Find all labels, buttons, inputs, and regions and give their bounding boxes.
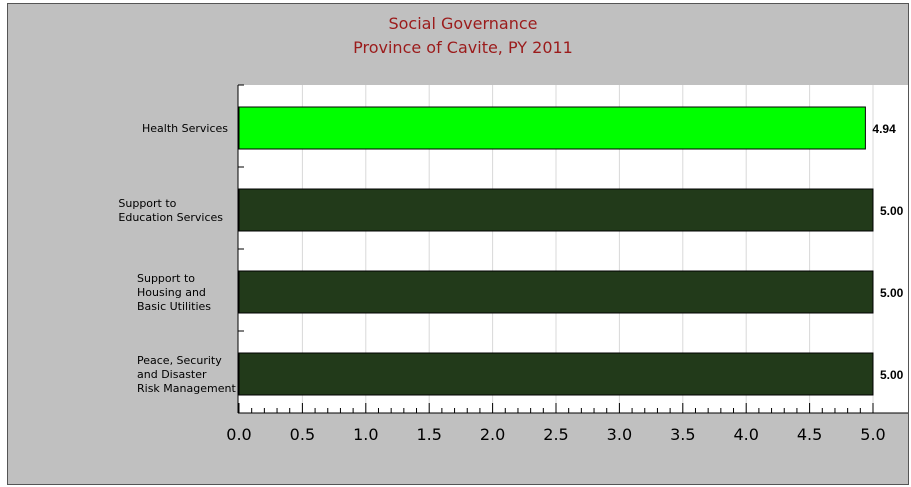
value-label-1: 5.00 [880,204,904,218]
x-tick-label-2: 1.0 [353,425,378,444]
category-label-2: Support to Housing and Basic Utilities [137,272,211,313]
chart-title-line-1: Social Governance [388,14,537,33]
value-label-3: 5.00 [880,368,904,382]
x-tick-label-0: 0.0 [226,425,251,444]
category-label-1: Support to Education Services [118,197,223,224]
chart-frame: Social Governance Province of Cavite, PY… [7,3,909,485]
bar-chart: Social Governance Province of Cavite, PY… [118,14,908,444]
bar-2 [238,270,874,314]
x-tick-label-9: 4.5 [797,425,822,444]
x-tick-label-7: 3.5 [670,425,695,444]
x-tick-label-3: 1.5 [416,425,441,444]
chart-title-line-2: Province of Cavite, PY 2011 [353,38,573,57]
x-tick-label-4: 2.0 [480,425,505,444]
value-label-0: 4.94 [872,122,896,136]
bar-0 [238,106,866,150]
category-label-3: Peace, Security and Disaster Risk Manageme… [137,354,236,395]
x-tick-label-8: 4.0 [733,425,758,444]
x-tick-label-5: 2.5 [543,425,568,444]
x-tick-label-6: 3.0 [607,425,632,444]
value-label-2: 5.00 [880,286,904,300]
x-tick-label-10: 5.0 [860,425,885,444]
bar-3 [238,352,874,396]
x-tick-label-1: 0.5 [290,425,315,444]
category-label-0: Health Services [142,122,228,135]
bar-1 [238,188,874,232]
